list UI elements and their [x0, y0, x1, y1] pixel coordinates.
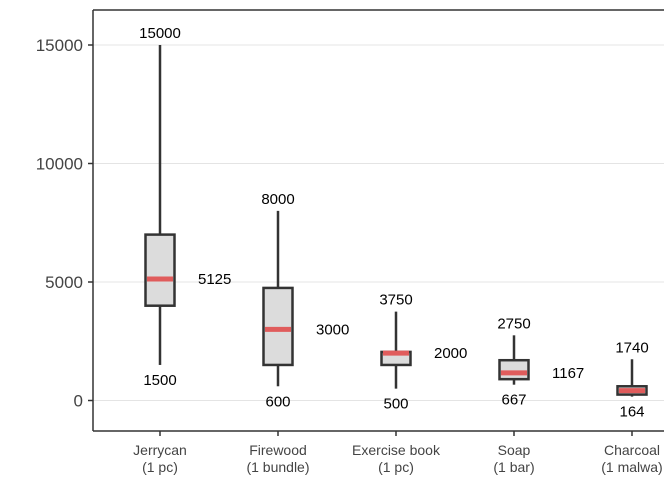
label-median-3: 1167 [552, 365, 584, 382]
label-max-4: 1740 [615, 339, 648, 356]
label-max-2: 3750 [379, 292, 412, 309]
box-series [144, 45, 648, 397]
x-tick-label-2-line1: Exercise book [352, 442, 441, 458]
label-min-2: 500 [383, 396, 408, 413]
box-iqr [262, 286, 294, 367]
x-tick-label-1-line2: (1 bundle) [246, 459, 309, 475]
label-median-1: 3000 [316, 321, 349, 338]
x-tick-label-0-line1: Jerrycan [133, 442, 187, 458]
box-2 [380, 311, 412, 389]
box-iqr [498, 358, 530, 381]
label-min-0: 1500 [143, 372, 176, 389]
x-tick-label-4-line1: Charcoal [604, 442, 660, 458]
x-tick-label-2-line2: (1 pc) [378, 459, 414, 475]
x-tick-label-3-line1: Soap [498, 442, 531, 458]
box-1 [262, 210, 294, 387]
label-min-3: 667 [501, 392, 526, 409]
y-tick-label-0: 0 [74, 392, 83, 411]
label-max-3: 2750 [497, 315, 530, 332]
box-4 [616, 359, 648, 397]
box-3 [498, 335, 530, 385]
x-tick-label-3-line2: (1 bar) [493, 459, 534, 475]
label-max-0: 15000 [139, 25, 181, 42]
box-iqr [144, 233, 176, 307]
x-tick-label-4-line2: (1 malwa) [601, 459, 662, 475]
label-min-1: 600 [265, 393, 290, 410]
box-0 [144, 45, 176, 365]
x-tick-label-1-line1: Firewood [249, 442, 307, 458]
grid-lines [93, 44, 664, 401]
y-tick-label-15000: 15000 [36, 36, 83, 55]
y-tick-label-10000: 10000 [36, 155, 83, 174]
data-labels: 15000 1500 5125 8000 600 3000 3750 500 2000 2750 6… [139, 25, 649, 421]
label-max-1: 8000 [261, 191, 294, 208]
y-tick-label-5000: 5000 [45, 273, 83, 292]
label-min-4: 164 [619, 404, 644, 421]
x-tick-label-0-line2: (1 pc) [142, 459, 178, 475]
label-median-0: 5125 [198, 271, 231, 288]
label-median-2: 2000 [434, 345, 467, 362]
